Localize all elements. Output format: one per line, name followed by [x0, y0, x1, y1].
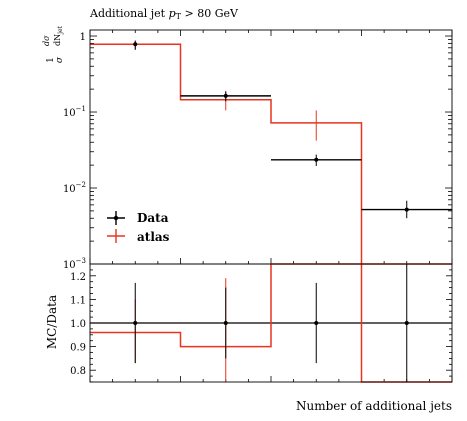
ratio-y-axis-label: MC/Data: [45, 295, 59, 349]
main-tick-label: 10−3: [63, 257, 86, 271]
atlas-ratio-histogram: [90, 263, 452, 383]
atlas-histogram: [90, 43, 452, 265]
data-point: [223, 93, 228, 98]
ratio-tick-label: 1.2: [70, 272, 86, 283]
main-y-ticks: 1 10−1 10−2 10−3: [63, 30, 453, 271]
main-y-axis-label: 1 σ dσ dNjet: [42, 25, 65, 63]
svg-text:atlas: atlas: [137, 230, 170, 244]
svg-text:Data: Data: [137, 211, 169, 225]
ratio-tick-label: 0.9: [70, 343, 86, 354]
svg-text:σ: σ: [55, 56, 65, 63]
ratio-plot-frame: [89, 263, 453, 383]
ratio-tick-label: 1.0: [70, 319, 86, 330]
svg-text:dσ: dσ: [42, 35, 51, 46]
main-tick-label: 1: [80, 32, 86, 43]
legend-entry-data: Data: [107, 211, 169, 225]
data-point: [133, 42, 138, 47]
ratio-data-point: [133, 321, 138, 325]
ratio-data-points: [133, 264, 409, 382]
legend-entry-atlas: atlas: [107, 229, 170, 244]
ratio-tick-label: 0.8: [70, 366, 86, 377]
svg-text:1: 1: [46, 57, 56, 63]
main-data-points: [133, 40, 452, 219]
main-tick-label: 10−1: [63, 105, 86, 119]
ratio-data-point: [314, 321, 319, 325]
x-axis-label: Number of additional jets: [296, 399, 452, 413]
ratio-tick-label: 1.1: [70, 295, 86, 306]
legend: Data atlas: [107, 211, 170, 244]
main-plot-frame: [89, 29, 453, 265]
main-tick-label: 10−2: [63, 181, 86, 195]
svg-text:dNjet: dNjet: [53, 25, 64, 46]
ratio-data-point: [223, 321, 228, 325]
ratio-histograms: [90, 263, 452, 383]
data-point: [404, 207, 409, 212]
chart-title: Additional jet pT > 80 GeV: [89, 7, 239, 21]
ratio-data-point: [404, 321, 409, 325]
data-point: [314, 157, 319, 162]
